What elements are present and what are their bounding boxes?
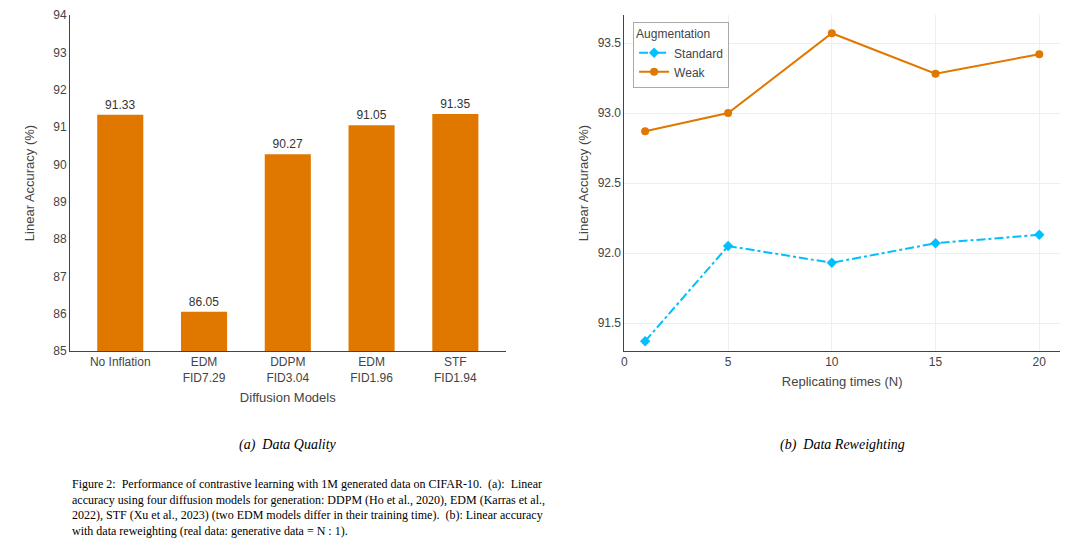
svg-text:89: 89 (53, 195, 67, 209)
svg-text:93.5: 93.5 (598, 36, 622, 50)
svg-text:Augmentation: Augmentation (636, 27, 710, 41)
svg-text:93: 93 (53, 46, 67, 60)
svg-text:EDMFID7.29: EDMFID7.29 (183, 355, 226, 385)
svg-text:10: 10 (825, 355, 839, 369)
svg-text:Linear Accuracy (%): Linear Accuracy (%) (22, 125, 37, 241)
svg-text:Linear Accuracy (%): Linear Accuracy (%) (576, 125, 591, 241)
svg-text:91.5: 91.5 (598, 316, 622, 330)
svg-text:86: 86 (53, 307, 67, 321)
svg-text:91: 91 (53, 120, 67, 134)
svg-text:15: 15 (929, 355, 943, 369)
svg-text:5: 5 (725, 355, 732, 369)
svg-text:DDPMFID3.04: DDPMFID3.04 (266, 355, 309, 385)
svg-text:85: 85 (53, 344, 67, 358)
svg-text:90.27: 90.27 (273, 137, 303, 151)
svg-text:86.05: 86.05 (189, 295, 219, 309)
svg-text:91.05: 91.05 (356, 108, 386, 122)
svg-text:Replicating times (N): Replicating times (N) (782, 374, 903, 389)
svg-text:EDMFID1.96: EDMFID1.96 (350, 355, 393, 385)
svg-text:20: 20 (1033, 355, 1047, 369)
svg-text:Diffusion Models: Diffusion Models (240, 390, 336, 405)
svg-text:87: 87 (53, 270, 67, 284)
svg-text:92.5: 92.5 (598, 176, 622, 190)
svg-text:0: 0 (621, 355, 628, 369)
svg-text:STFFID1.94: STFFID1.94 (434, 355, 477, 385)
svg-text:91.35: 91.35 (440, 97, 470, 111)
svg-text:91.33: 91.33 (105, 98, 135, 112)
svg-text:94: 94 (53, 8, 67, 22)
svg-text:93.0: 93.0 (598, 106, 622, 120)
svg-text:90: 90 (53, 158, 67, 172)
svg-text:(a) Data Quality: (a) Data Quality (239, 437, 337, 453)
svg-text:No Inflation: No Inflation (90, 355, 151, 369)
svg-text:92: 92 (53, 83, 67, 97)
svg-text:(b) Data Reweighting: (b) Data Reweighting (780, 437, 905, 453)
svg-text:Standard: Standard (674, 47, 723, 61)
svg-text:92.0: 92.0 (598, 246, 622, 260)
svg-text:Figure 2: Performance of cont: Figure 2: Performance of contrastive lea… (72, 477, 545, 538)
svg-text:88: 88 (53, 232, 67, 246)
svg-text:Weak: Weak (674, 66, 705, 80)
